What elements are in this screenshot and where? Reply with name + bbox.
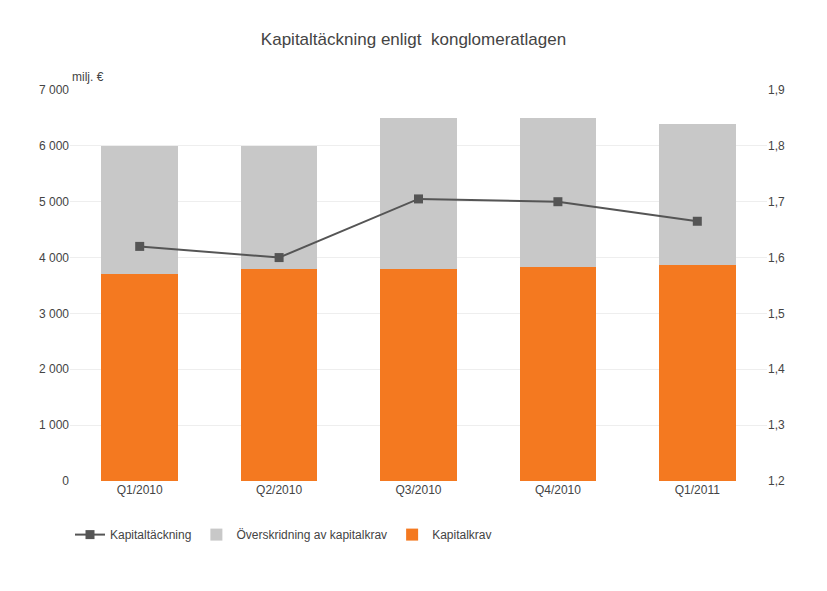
svg-text:1,8: 1,8 [768,139,785,153]
svg-text:2 000: 2 000 [39,362,69,376]
svg-text:Q4/2010: Q4/2010 [535,483,581,497]
svg-text:Kapitaltäckning enligt konglo: Kapitaltäckning enligt konglomeratlagen [261,30,566,49]
svg-text:1,4: 1,4 [768,362,785,376]
svg-text:Q1/2011: Q1/2011 [675,483,720,497]
svg-text:6 000: 6 000 [39,139,69,153]
svg-text:1,3: 1,3 [768,418,785,432]
svg-text:4 000: 4 000 [39,251,69,265]
svg-text:milj. €: milj. € [72,70,104,84]
svg-text:Q1/2010: Q1/2010 [117,483,163,497]
svg-text:7 000: 7 000 [39,83,69,97]
svg-text:Kapitalkrav: Kapitalkrav [432,528,491,542]
svg-text:1 000: 1 000 [39,418,69,432]
svg-text:5 000: 5 000 [39,195,69,209]
svg-text:Kapitaltäckning: Kapitaltäckning [110,528,191,542]
svg-text:1,7: 1,7 [768,195,785,209]
svg-text:3 000: 3 000 [39,307,69,321]
svg-text:Överskridning av kapitalkrav: Överskridning av kapitalkrav [236,528,387,542]
svg-text:1,9: 1,9 [768,83,785,97]
svg-text:1,5: 1,5 [768,307,785,321]
svg-text:Q3/2010: Q3/2010 [395,483,441,497]
svg-text:Q2/2010: Q2/2010 [256,483,302,497]
svg-text:1,6: 1,6 [768,251,785,265]
svg-text:1,2: 1,2 [768,474,785,488]
svg-text:0: 0 [62,474,69,488]
